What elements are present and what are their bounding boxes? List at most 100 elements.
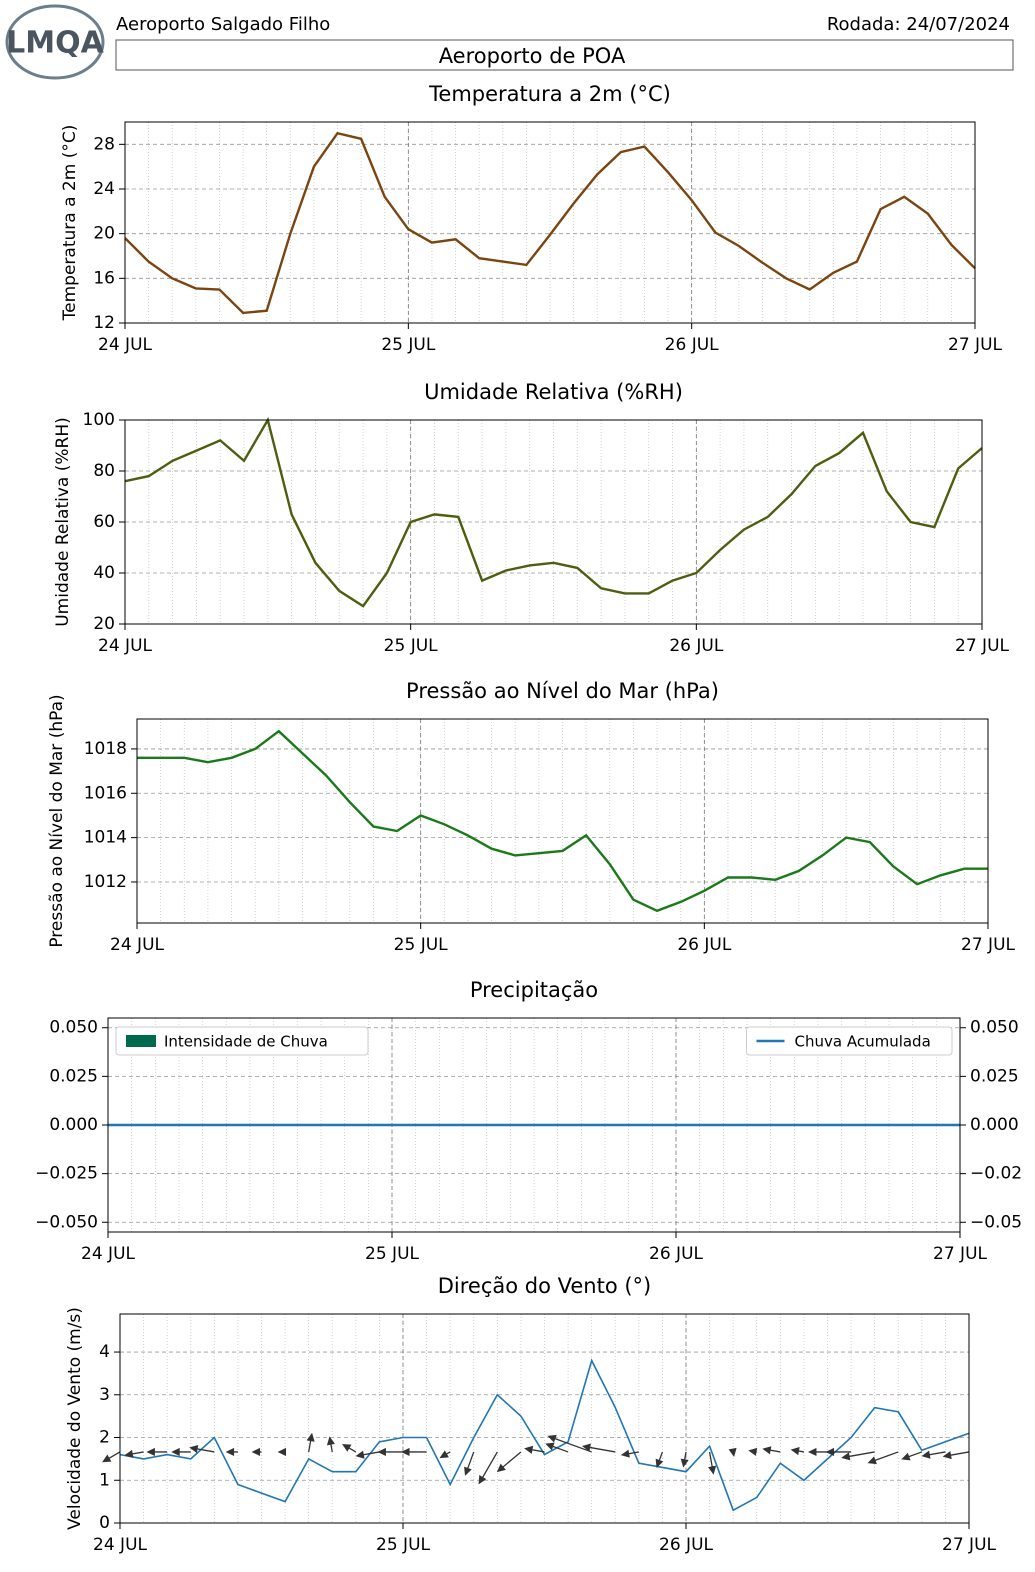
run-date: Rodada: 24/07/2024	[827, 14, 1010, 35]
wind-arrow	[620, 1449, 639, 1458]
plot-frame	[124, 419, 983, 625]
station-name: Aeroporto Salgado Filho	[116, 14, 330, 35]
y-tick-label: 40	[93, 563, 115, 583]
x-tick-label: 24 JUL	[98, 335, 152, 355]
wind-arrow	[901, 1451, 923, 1461]
y-tick-label: 12	[93, 313, 115, 333]
logo-text: LMQA	[6, 26, 104, 61]
x-tick-label: 25 JUL	[365, 1244, 419, 1264]
y-tick-label: 0	[99, 1513, 110, 1533]
legend-box	[746, 1026, 953, 1056]
series-line	[137, 729, 988, 913]
x-tick-label: 25 JUL	[384, 636, 438, 656]
y-tick-label: 0.000	[49, 1115, 98, 1135]
x-tick-label: 26 JUL	[665, 335, 719, 355]
plot-frame	[136, 718, 989, 924]
wind-arrow	[825, 1447, 852, 1457]
plot-frame	[119, 1313, 970, 1524]
y2-tick-label: −0.05	[970, 1212, 1022, 1232]
legend-label: Intensidade de Chuva	[164, 1033, 328, 1051]
wind-arrow	[547, 1434, 592, 1453]
y-axis-label: Pressão ao Nível do Mar (hPa)	[47, 694, 67, 947]
y-tick-label: 100	[83, 410, 115, 430]
wind-arrow	[401, 1447, 427, 1457]
wind-arrow	[439, 1450, 451, 1459]
x-tick-label: 26 JUL	[659, 1535, 713, 1555]
x-tick-label: 27 JUL	[933, 1244, 987, 1264]
wind-arrow	[306, 1432, 315, 1453]
x-tick-label: 25 JUL	[394, 935, 448, 955]
wind-arrow	[464, 1451, 475, 1476]
chart-title: Pressão ao Nível do Mar (hPa)	[406, 679, 719, 703]
wind-arrow	[124, 1449, 144, 1458]
wind-arrow	[921, 1450, 946, 1459]
wind-arrow	[326, 1436, 335, 1453]
x-tick-label: 27 JUL	[948, 335, 1002, 355]
wind-arrow	[790, 1447, 805, 1456]
wind-arrow	[545, 1442, 569, 1453]
x-tick-label: 25 JUL	[376, 1535, 430, 1555]
wind-arrow	[478, 1451, 498, 1485]
y-tick-label: 2	[99, 1428, 110, 1448]
logo: LMQA	[5, 4, 105, 80]
y2-tick-label: −0.02	[970, 1164, 1022, 1184]
x-tick-label: 24 JUL	[81, 1244, 135, 1264]
wind-arrow	[146, 1447, 168, 1457]
wind-arrow	[377, 1447, 403, 1457]
chart-title: Temperatura a 2m (°C)	[428, 82, 671, 106]
wind-arrow	[808, 1447, 828, 1457]
x-tick-label: 27 JUL	[955, 636, 1009, 656]
legend-label: Chuva Acumulada	[795, 1033, 931, 1051]
x-tick-label: 24 JUL	[98, 636, 152, 656]
x-tick-label: 26 JUL	[649, 1244, 703, 1264]
wind-arrow	[355, 1450, 380, 1459]
wind-arrow	[748, 1447, 758, 1456]
wind-arrow	[171, 1447, 191, 1457]
wind-arrow	[277, 1447, 287, 1457]
y-tick-label: 60	[93, 512, 115, 532]
wind-arrow	[342, 1443, 357, 1453]
wind-arrow	[581, 1443, 616, 1453]
y-tick-label: −0.050	[35, 1212, 98, 1232]
y-tick-label: 80	[93, 461, 115, 481]
wind-arrow	[680, 1451, 689, 1468]
y2-tick-label: 0.000	[970, 1115, 1019, 1135]
wind-arrow	[496, 1451, 522, 1473]
y-tick-label: 1016	[84, 783, 127, 803]
y-axis-label: Temperatura a 2m (°C)	[60, 125, 80, 322]
y2-tick-label: 0.025	[970, 1066, 1019, 1086]
series-line	[124, 131, 976, 315]
y-axis-label: Velocidade do Vento (m/s)	[65, 1307, 85, 1530]
wind-arrow	[524, 1445, 545, 1454]
y-tick-label: 3	[99, 1385, 110, 1405]
x-tick-label: 25 JUL	[381, 335, 435, 355]
legend-swatch	[126, 1035, 156, 1047]
chart-title: Precipitação	[470, 978, 598, 1002]
plot-frame	[107, 1017, 961, 1233]
y-tick-label: 1012	[84, 872, 127, 892]
y-tick-label: 16	[93, 268, 115, 288]
wind-arrow	[708, 1451, 717, 1475]
wind-arrow	[251, 1447, 262, 1457]
x-tick-label: 26 JUL	[669, 636, 723, 656]
chart-title: Direção do Vento (°)	[438, 1274, 652, 1298]
wind-arrow	[102, 1451, 121, 1463]
y-tick-label: 1014	[84, 828, 127, 848]
logo-ring	[5, 4, 105, 80]
y-tick-label: 0.025	[49, 1066, 98, 1086]
wind-arrow	[867, 1451, 899, 1465]
y-tick-label: 1018	[84, 739, 127, 759]
wind-arrow	[942, 1451, 970, 1460]
y2-tick-label: 0.050	[970, 1018, 1019, 1038]
x-tick-label: 24 JUL	[110, 935, 164, 955]
y-tick-label: 20	[93, 224, 115, 244]
y-tick-label: 0.050	[49, 1018, 98, 1038]
wind-arrow	[841, 1451, 875, 1461]
y-axis-label: Umidade Relativa (%RH)	[53, 417, 73, 627]
x-tick-label: 24 JUL	[93, 1535, 147, 1555]
y-tick-label: 4	[99, 1342, 110, 1362]
series-line	[119, 1358, 970, 1512]
x-tick-label: 27 JUL	[961, 935, 1015, 955]
y-tick-label: 1	[99, 1470, 110, 1490]
wind-arrow	[762, 1446, 781, 1455]
